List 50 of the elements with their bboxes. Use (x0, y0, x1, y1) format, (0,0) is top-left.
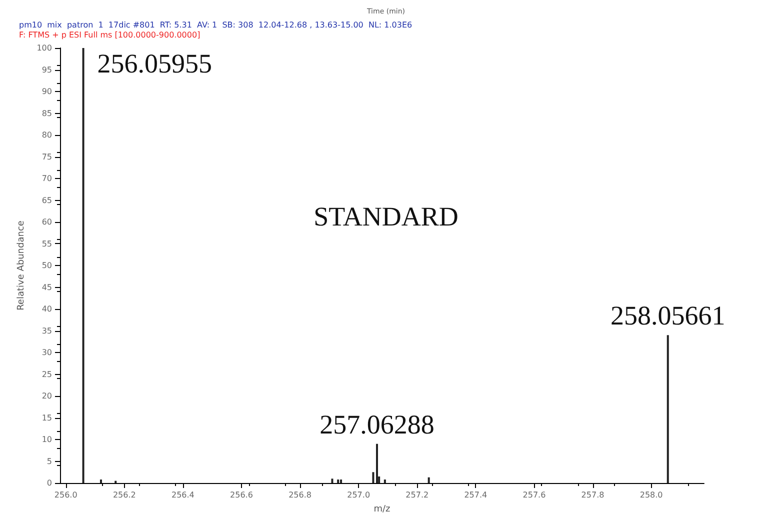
y-tick-label: 50 (42, 261, 52, 270)
bar (666, 335, 669, 483)
y-tick-label: 0 (46, 478, 52, 488)
x-tick-label: 257.2 (406, 490, 429, 500)
x-tick-label: 256.4 (171, 490, 194, 500)
x-tick-label: 256.6 (230, 490, 253, 500)
y-tick-label: 100 (36, 44, 52, 52)
annotation: STANDARD (314, 202, 458, 232)
annotation: 256.05955 (97, 48, 212, 78)
y-tick-label: 60 (42, 218, 52, 226)
y-tick-label: 95 (42, 65, 52, 74)
x-tick-label: 256.2 (112, 490, 136, 500)
x-tick-label: 257.0 (347, 490, 370, 500)
bar (372, 472, 374, 483)
bar (340, 480, 342, 483)
y-tick-label: 10 (42, 435, 52, 444)
x-tick-label: 257.8 (581, 490, 604, 500)
y-axis-title: Relative Abundance (16, 220, 26, 310)
bar (376, 444, 378, 483)
y-tick-label: 75 (42, 152, 52, 162)
y-tick-label: 80 (42, 130, 52, 140)
y-tick-label: 15 (42, 413, 52, 422)
x-tick-label: 256.8 (288, 490, 312, 500)
y-tick-label: 55 (42, 239, 52, 248)
bar (82, 48, 84, 483)
y-tick-label: 90 (42, 87, 52, 96)
bar (384, 480, 386, 483)
chart-subtitle: F: FTMS + p ESI Full ms [100.0000-900.0000] (19, 30, 200, 40)
y-tick-label: 25 (42, 370, 52, 379)
bar (331, 478, 334, 483)
chart-title: pm10 mix patron 1 17dic #801 RT: 5.31 AV: 1 SB: 308 12.04-12.68 , 13.63-15.00 NL: 1.03E6 (19, 20, 412, 30)
y-tick-label: 30 (42, 348, 52, 357)
bar (337, 480, 340, 483)
bar (100, 480, 102, 483)
x-tick-label: 256.0 (54, 490, 78, 500)
y-tick-label: 5 (46, 456, 52, 466)
annotation: 257.06288 (320, 409, 434, 440)
x-tick-label: 257.6 (522, 490, 546, 500)
y-tick-label: 40 (42, 304, 52, 314)
y-tick-label: 45 (42, 282, 52, 292)
annotation: 258.05661 (610, 300, 726, 331)
y-tick-label: 65 (42, 196, 52, 205)
x-tick-label: 258.0 (640, 490, 663, 500)
x-tick-label: 257.4 (464, 490, 488, 500)
y-tick-label: 20 (42, 392, 52, 400)
y-tick-label: 70 (42, 174, 52, 183)
bar (428, 477, 430, 483)
x-axis-title: m/z (374, 504, 391, 514)
y-tick-label: 85 (42, 108, 52, 118)
y-tick-label: 35 (42, 326, 52, 336)
